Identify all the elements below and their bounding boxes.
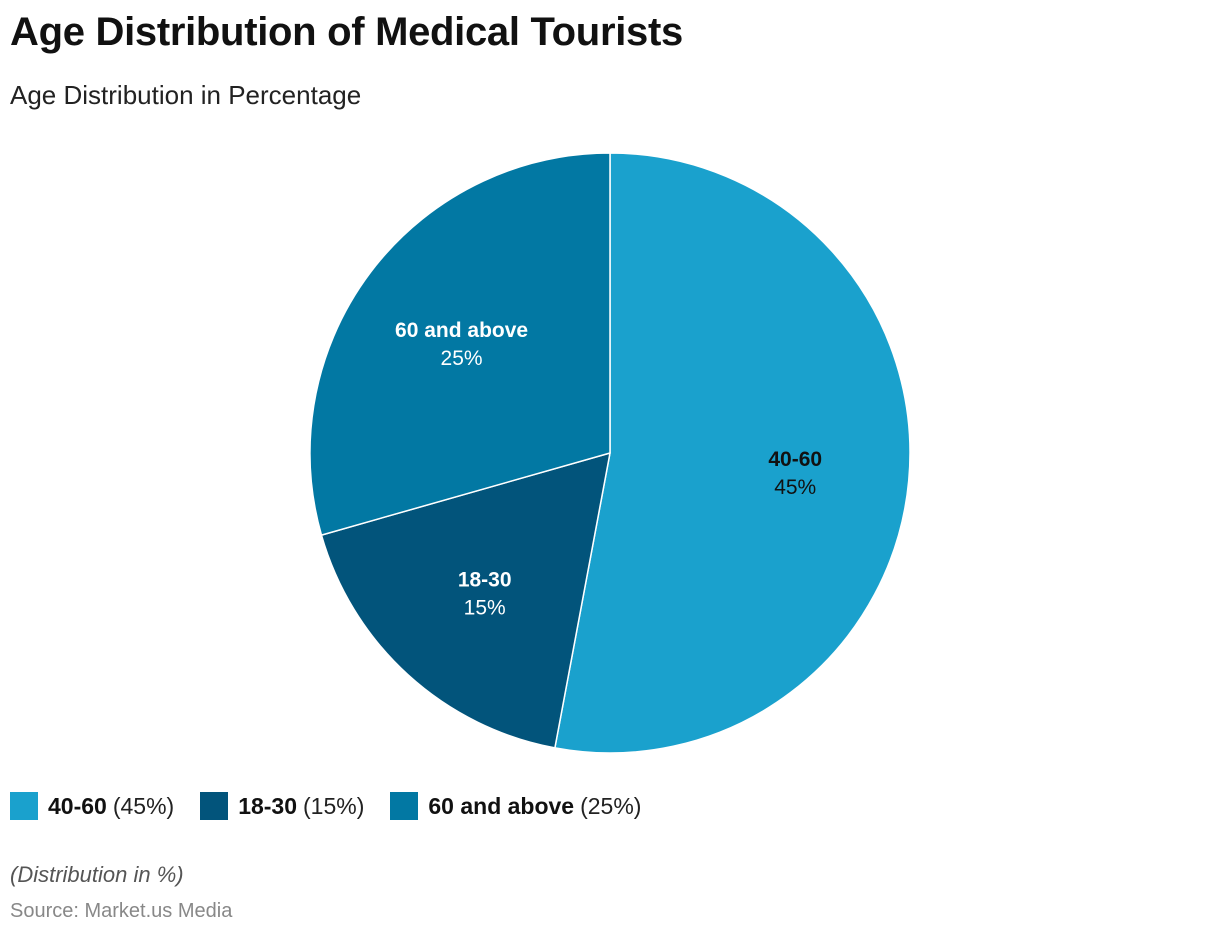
legend-label-40-60: 40-60 [48,792,107,819]
pie-label-60-and-above: 60 and above [395,319,528,342]
legend-value-60-and-above: (25%) [580,792,642,819]
pie-labels: 40-60 45% 18-30 15% 60 and above 25% [395,319,822,620]
legend-label-18-30: 18-30 [238,792,298,819]
pie-label-40-60: 40-60 [768,448,822,471]
pie-value-60-and-above: 25% [441,347,483,370]
pie-label-18-30: 18-30 [458,568,512,591]
pie-slice-60-and-above[interactable] [309,152,611,536]
pie-slice-40-60[interactable] [554,152,911,754]
legend-swatch-60-and-above [390,792,419,820]
pie-value-18-30: 15% [464,596,506,619]
legend-label-60-and-above: 60 and above [428,792,575,819]
legend-item-60-and-above[interactable]: 60 and above (25%) [390,792,641,820]
chart-title: Age Distribution of Medical Tourists [10,10,683,54]
legend-item-18-30[interactable]: 18-30 (15%) [200,792,364,820]
legend-item-40-60[interactable]: 40-60 (45%) [10,792,174,820]
legend: 40-60 (45%) 18-30 (15%) 60 and above (25… [10,792,667,820]
pie-slices [309,152,911,754]
legend-swatch-18-30 [200,792,229,820]
legend-swatch-40-60 [10,792,38,820]
distribution-note: (Distribution in %) [10,862,184,887]
legend-value-18-30: (15%) [303,792,365,819]
chart-subtitle: Age Distribution in Percentage [10,80,362,110]
legend-value-40-60: (45%) [112,792,175,819]
pie-value-40-60: 45% [774,476,816,499]
pie-slice-18-30[interactable] [320,452,611,749]
pie-chart: 40-60 45% 18-30 15% 60 and above 25% [309,152,911,754]
source-credit: Source: Market.us Media [10,900,233,922]
